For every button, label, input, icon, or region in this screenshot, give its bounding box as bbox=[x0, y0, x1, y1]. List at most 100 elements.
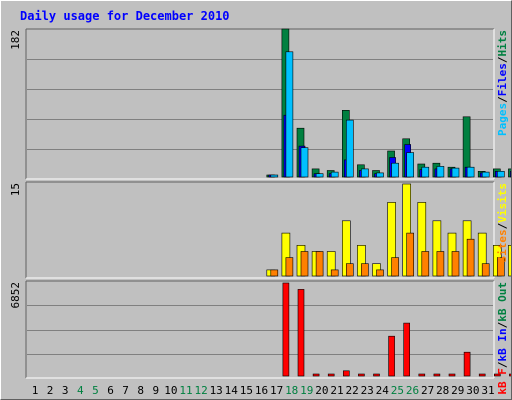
pages-bar bbox=[345, 119, 354, 178]
pages-bar bbox=[330, 171, 339, 178]
kbf-bar bbox=[463, 351, 471, 377]
x-tick-label: 7 bbox=[122, 384, 129, 397]
sites-bar bbox=[330, 269, 339, 277]
pages-bar bbox=[421, 166, 430, 178]
kbf-bar bbox=[448, 373, 456, 377]
x-tick-label: 17 bbox=[270, 384, 283, 397]
legend-entry: / bbox=[496, 222, 509, 229]
x-tick-label: 18 bbox=[285, 384, 298, 397]
legend-entry: Pages bbox=[496, 103, 509, 136]
kbf-bar bbox=[478, 373, 486, 377]
legend-entry: Files bbox=[496, 63, 509, 96]
pages-bar bbox=[300, 147, 309, 178]
x-tick-label: 27 bbox=[421, 384, 434, 397]
pages-bar bbox=[285, 51, 294, 178]
x-tick-label: 22 bbox=[345, 384, 358, 397]
sites-bar bbox=[496, 257, 505, 277]
panel-background bbox=[26, 182, 494, 278]
x-tick-label: 5 bbox=[92, 384, 99, 397]
kbf-bar bbox=[418, 373, 426, 377]
pages-bar bbox=[361, 168, 369, 178]
pages-bar bbox=[451, 167, 460, 178]
sites-bar bbox=[285, 257, 294, 277]
sites-bar bbox=[481, 263, 490, 277]
kbf-bar bbox=[433, 373, 441, 377]
y-tick-label: 182 bbox=[9, 30, 22, 50]
pages-bar bbox=[466, 166, 475, 178]
legend-entry: / bbox=[496, 96, 509, 103]
x-tick-label: 11 bbox=[179, 384, 192, 397]
x-tick-label: 10 bbox=[164, 384, 177, 397]
legend-entry: kB F bbox=[496, 368, 509, 395]
files-bar bbox=[510, 171, 511, 178]
x-tick-label: 19 bbox=[300, 384, 313, 397]
kbf-bar bbox=[342, 370, 350, 377]
x-tick-label: 1 bbox=[32, 384, 39, 397]
x-tick-label: 28 bbox=[436, 384, 449, 397]
sites-bar bbox=[466, 238, 475, 277]
legend: kB F/kB In/kB Out bbox=[496, 282, 509, 395]
x-tick-label: 20 bbox=[315, 384, 328, 397]
sites-bar bbox=[361, 263, 369, 277]
x-tick-label: 15 bbox=[240, 384, 253, 397]
kbf-bar bbox=[493, 373, 501, 377]
y-tick-label: 15 bbox=[9, 183, 22, 196]
x-tick-label: 16 bbox=[255, 384, 268, 397]
kbf-bar bbox=[358, 373, 365, 377]
x-tick-label: 6 bbox=[107, 384, 114, 397]
legend: Pages/Files/Hits bbox=[496, 30, 509, 136]
legend: Sites/Visits bbox=[496, 183, 509, 263]
y-tick-label: 6852 bbox=[9, 282, 22, 309]
sites-bar bbox=[376, 269, 384, 277]
x-tick-label: 25 bbox=[391, 384, 404, 397]
pages-bar bbox=[406, 152, 415, 178]
visits-bar bbox=[508, 245, 511, 277]
x-tick-label: 8 bbox=[137, 384, 144, 397]
x-tick-label: 2 bbox=[47, 384, 54, 397]
panel-background bbox=[26, 29, 494, 179]
sites-bar bbox=[406, 232, 415, 277]
pages-bar bbox=[481, 171, 490, 178]
x-tick-label: 29 bbox=[451, 384, 464, 397]
legend-entry: Sites bbox=[496, 229, 509, 262]
legend-entry: kB Out bbox=[496, 282, 509, 322]
legend-entry: kB In bbox=[496, 328, 509, 361]
x-tick-label: 3 bbox=[62, 384, 69, 397]
pages-bar bbox=[270, 174, 279, 178]
pages-bar bbox=[391, 162, 399, 178]
x-tick-label: 13 bbox=[210, 384, 223, 397]
kbf-bar bbox=[297, 289, 305, 377]
x-tick-label: 26 bbox=[406, 384, 419, 397]
sites-bar bbox=[315, 251, 324, 277]
x-tick-label: 30 bbox=[466, 384, 479, 397]
x-tick-label: 21 bbox=[330, 384, 343, 397]
legend-entry: / bbox=[496, 321, 509, 328]
legend-entry: / bbox=[496, 361, 509, 368]
kbf-bar bbox=[373, 373, 380, 377]
pages-bar bbox=[376, 172, 384, 178]
pages-bar bbox=[496, 171, 505, 178]
kbf-bar bbox=[282, 282, 290, 377]
sites-bar bbox=[391, 257, 399, 277]
sites-bar bbox=[421, 251, 430, 277]
x-tick-label: 31 bbox=[481, 384, 494, 397]
kbf-bar bbox=[388, 335, 395, 377]
kbf-bar bbox=[403, 322, 411, 377]
x-tick-label: 23 bbox=[361, 384, 374, 397]
x-tick-label: 4 bbox=[77, 384, 84, 397]
legend-entry: Hits bbox=[496, 30, 509, 57]
pages-bar bbox=[315, 173, 324, 178]
sites-bar bbox=[436, 251, 445, 277]
kbf-bar bbox=[327, 373, 335, 377]
hits-bar bbox=[508, 168, 511, 178]
x-tick-label: 24 bbox=[376, 384, 390, 397]
kbf-bar bbox=[509, 373, 511, 377]
legend-entry: Visits bbox=[496, 183, 509, 223]
x-tick-label: 12 bbox=[194, 384, 207, 397]
sites-bar bbox=[300, 251, 309, 277]
x-tick-label: 9 bbox=[152, 384, 159, 397]
legend-entry: / bbox=[496, 56, 509, 63]
sites-bar bbox=[451, 251, 460, 277]
